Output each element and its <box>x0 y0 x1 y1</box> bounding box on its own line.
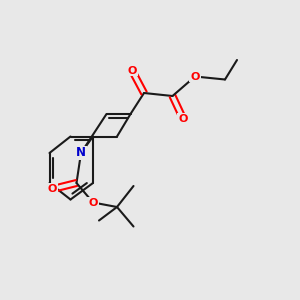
Text: O: O <box>88 197 98 208</box>
Text: O: O <box>127 65 137 76</box>
Text: O: O <box>48 184 57 194</box>
Text: O: O <box>178 113 188 124</box>
Text: N: N <box>76 146 86 160</box>
Text: O: O <box>190 71 200 82</box>
